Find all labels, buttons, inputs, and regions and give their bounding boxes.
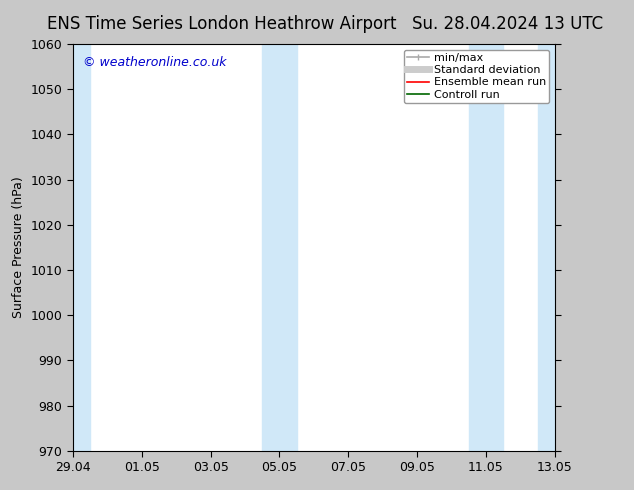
Bar — [469, 44, 503, 451]
Text: © weatheronline.co.uk: © weatheronline.co.uk — [82, 56, 226, 69]
Text: ENS Time Series London Heathrow Airport: ENS Time Series London Heathrow Airport — [47, 15, 397, 33]
Bar — [538, 44, 555, 451]
Text: Su. 28.04.2024 13 UTC: Su. 28.04.2024 13 UTC — [411, 15, 603, 33]
Y-axis label: Surface Pressure (hPa): Surface Pressure (hPa) — [12, 176, 25, 318]
Legend: min/max, Standard deviation, Ensemble mean run, Controll run: min/max, Standard deviation, Ensemble me… — [404, 49, 549, 103]
Bar — [73, 44, 90, 451]
Bar — [262, 44, 297, 451]
